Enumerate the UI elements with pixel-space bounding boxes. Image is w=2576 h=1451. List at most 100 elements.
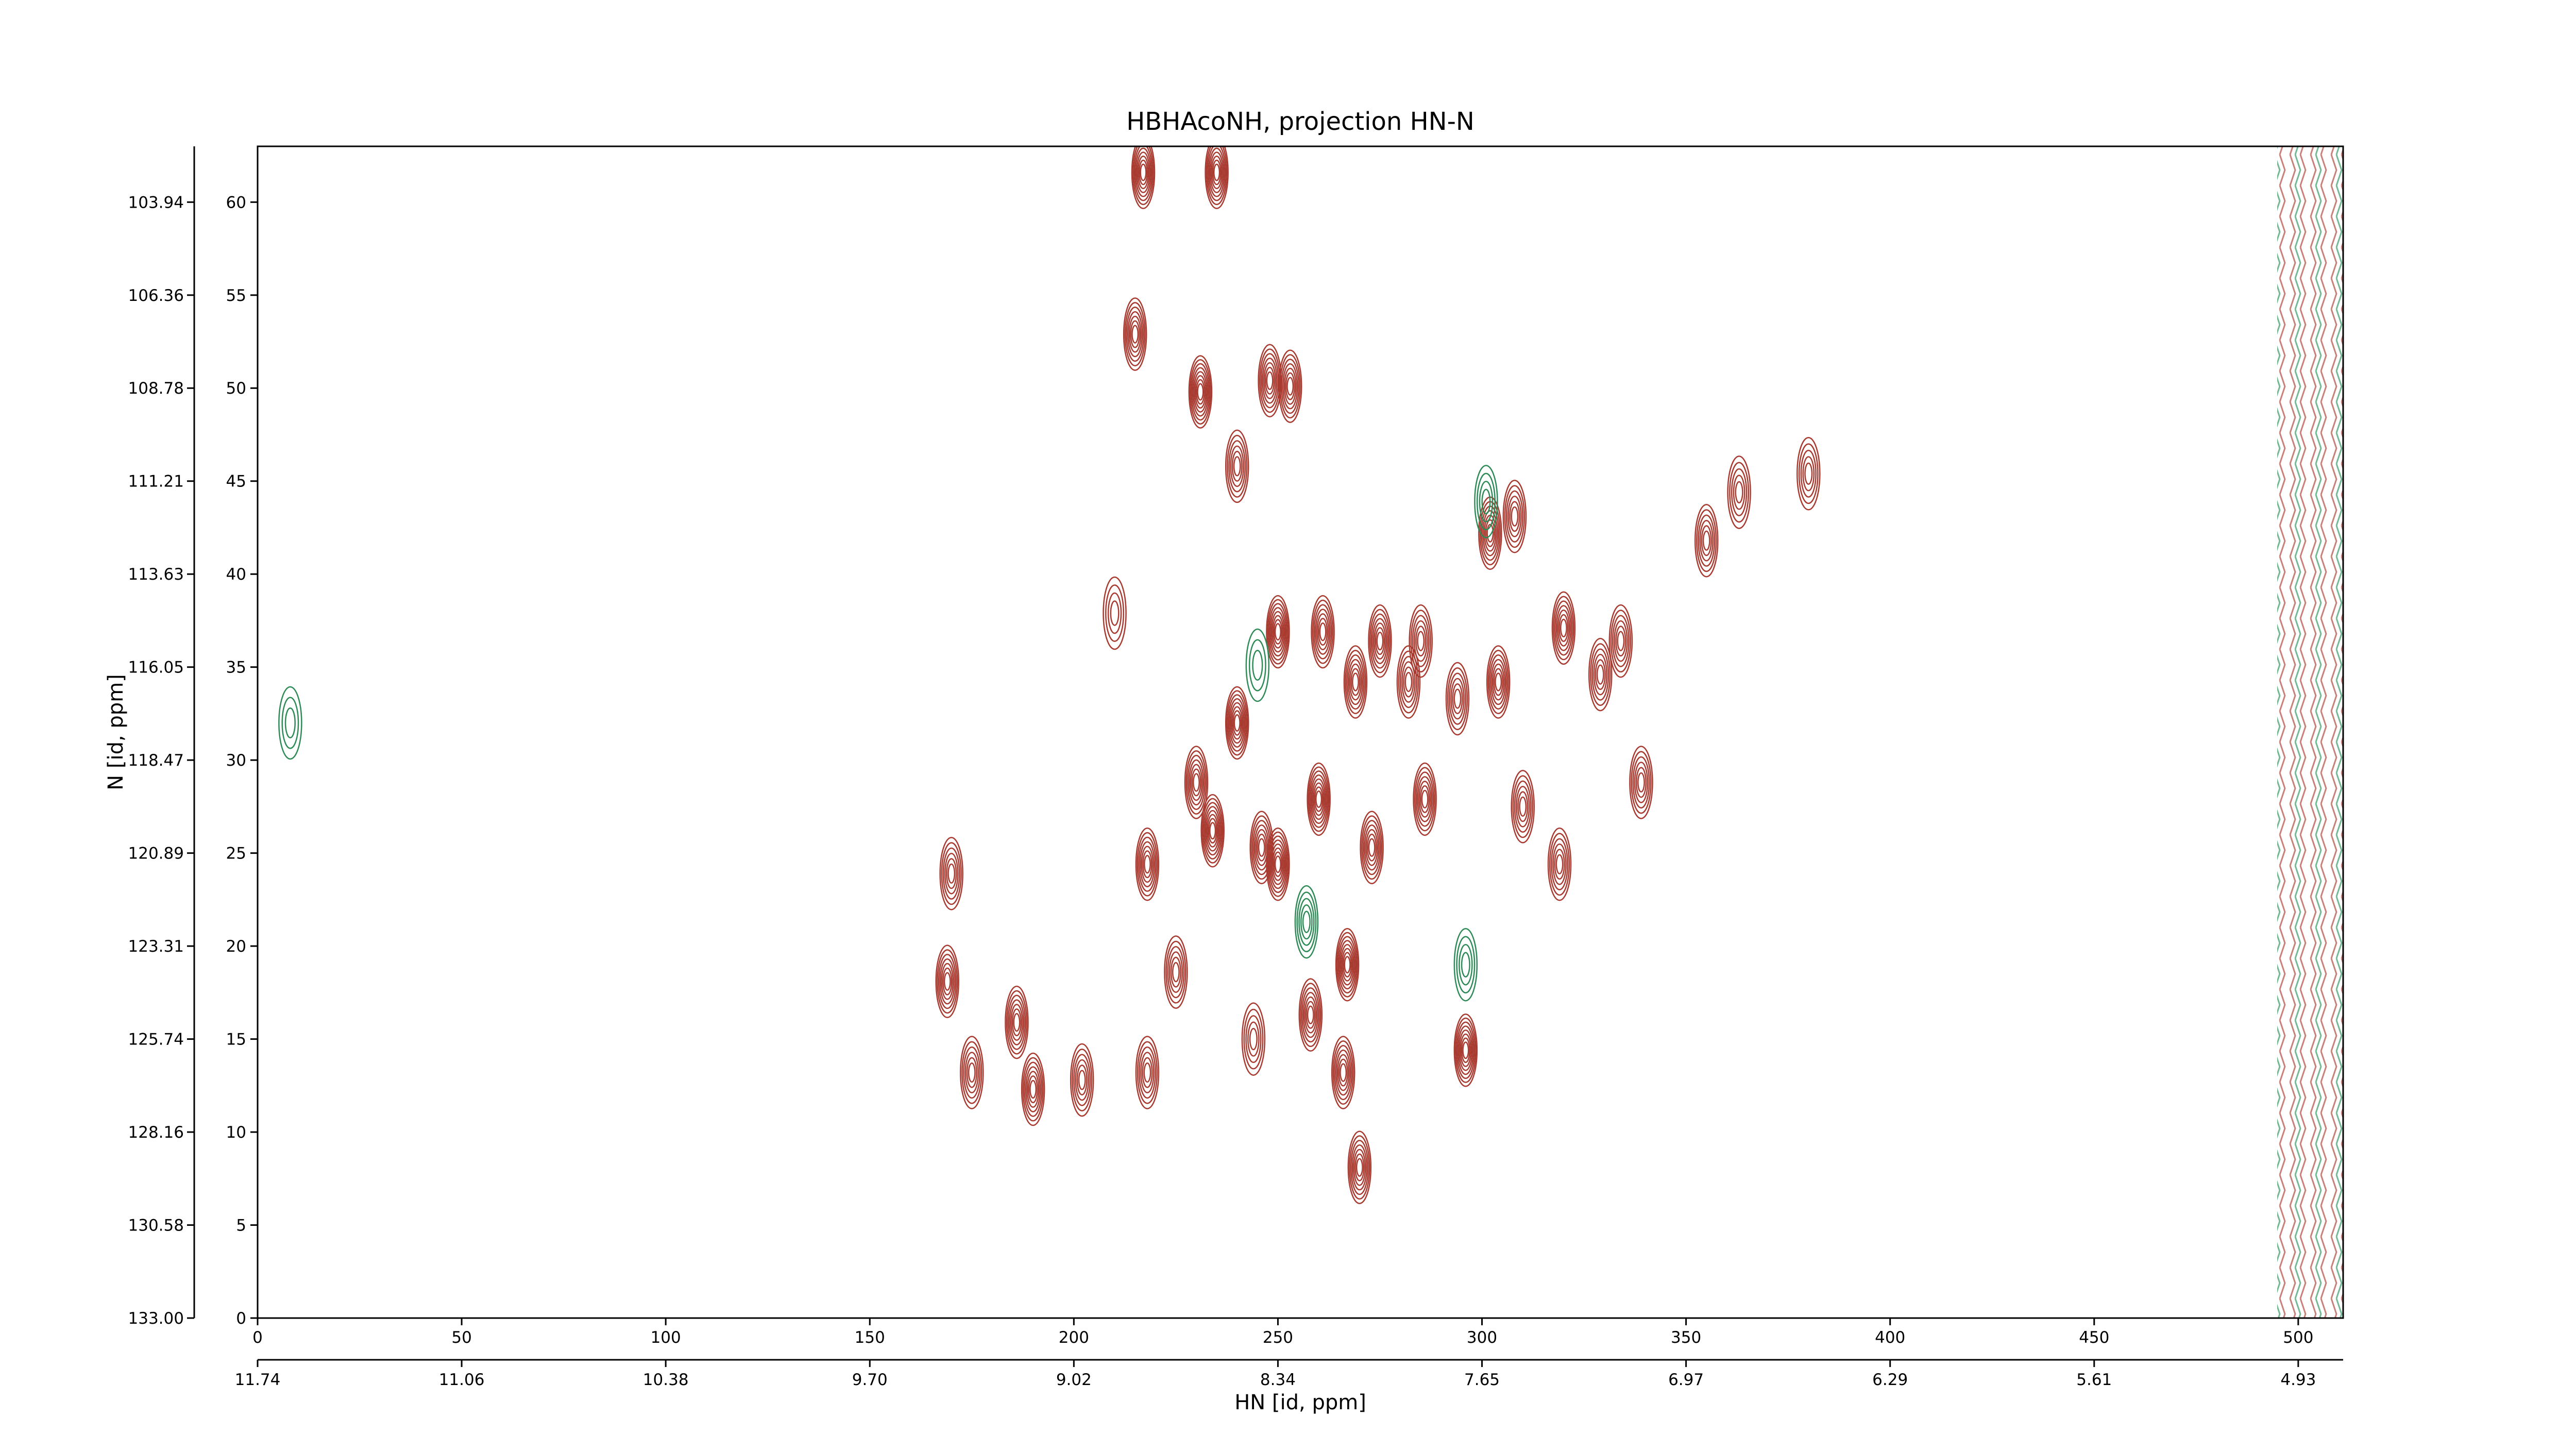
contour-level (1279, 354, 1301, 419)
x-tick-label: 250 (1263, 1328, 1293, 1347)
contour-level (1230, 445, 1244, 487)
contour-level (1233, 714, 1241, 732)
contour-level (1401, 661, 1416, 703)
contour-level (1229, 698, 1246, 748)
contour-level (1547, 828, 1572, 901)
contour-level (1635, 767, 1647, 798)
contour-level (1549, 833, 1570, 896)
contour-level (1268, 835, 1287, 893)
y-tick-label: 30 (226, 751, 246, 770)
contour-level (1418, 781, 1432, 818)
contour-level (1612, 615, 1630, 667)
contour-level (1417, 631, 1425, 651)
contour-level (1021, 1052, 1045, 1126)
contour-level (1259, 348, 1281, 413)
contour-level (1232, 710, 1242, 736)
contour-level (1456, 1021, 1476, 1079)
contour-level (1310, 774, 1327, 824)
contour-level (1190, 359, 1211, 425)
contour-level (1591, 648, 1609, 701)
y-tick-label: 35 (226, 659, 246, 677)
contour-level (1517, 791, 1529, 822)
contour-level (1400, 655, 1417, 708)
contour-level (964, 1052, 979, 1093)
contour-level (1368, 838, 1376, 857)
contour-level (939, 837, 963, 910)
y2-tick-label: 106.36 (128, 286, 184, 305)
x2-tick-label: 4.93 (2280, 1371, 2316, 1389)
contour-level (1266, 595, 1290, 669)
contour-level (1278, 349, 1302, 423)
contour-level (1138, 836, 1157, 892)
contour-level (1139, 1046, 1156, 1099)
contour-level (1368, 604, 1392, 678)
contour-level (1553, 596, 1574, 661)
x2-tick-label: 6.97 (1668, 1371, 1704, 1389)
contour-level (1203, 802, 1223, 860)
contour-level (1137, 1041, 1158, 1104)
contour-level (1727, 455, 1751, 529)
contour-level (1486, 524, 1494, 543)
contour-level (1263, 362, 1276, 399)
contour-level (1143, 1062, 1151, 1083)
contour-level (1314, 786, 1324, 812)
contour-level (1167, 946, 1185, 999)
contour-level (1274, 855, 1282, 873)
x2-tick-label: 5.61 (2076, 1371, 2112, 1389)
plot-area (278, 146, 2343, 1318)
contour-level (1133, 146, 1153, 201)
contour-level (1272, 615, 1284, 649)
contour-level (1188, 759, 1205, 806)
contour-level (1212, 159, 1222, 185)
contour-level (1205, 146, 1229, 209)
contour-level (1225, 429, 1249, 503)
y-tick-label: 50 (226, 379, 246, 398)
contour-level (1479, 481, 1494, 522)
contour-level (1013, 1013, 1021, 1032)
contour-level (1228, 440, 1246, 493)
contour-level (1011, 1008, 1022, 1037)
contour-level (1208, 147, 1225, 197)
contour-level (1731, 468, 1748, 516)
contour-level (1227, 694, 1247, 752)
x-axis-label: HN [id, ppm] (1234, 1391, 1366, 1414)
contour-level (1421, 789, 1429, 809)
contour-level (1257, 833, 1267, 862)
contour-level (1453, 688, 1462, 709)
contour-level (1487, 650, 1509, 714)
x2-tick-label: 8.34 (1260, 1371, 1296, 1389)
y2-tick-label: 113.63 (128, 565, 184, 584)
contour-level (1213, 163, 1221, 181)
contour-level (1447, 667, 1468, 730)
contour-level (1137, 156, 1149, 190)
contour-level (1345, 650, 1366, 714)
x-tick-label: 500 (2283, 1328, 2313, 1347)
contour-level (947, 863, 956, 884)
y-tick-label: 20 (226, 937, 246, 956)
contour-level (1302, 991, 1318, 1038)
contour-level (1168, 951, 1183, 993)
contour-level (1404, 671, 1413, 693)
contour-level (1415, 626, 1427, 657)
contour-level (1206, 146, 1228, 206)
contour-level (1110, 600, 1120, 626)
contour-level (1273, 851, 1283, 878)
contour-level (1225, 686, 1249, 760)
contour-level (1632, 756, 1650, 809)
contour-level (1136, 151, 1150, 193)
contour-level (1350, 1140, 1369, 1195)
contour-level (1514, 780, 1532, 833)
x-tick-label: 100 (651, 1328, 681, 1347)
contour-level (1205, 810, 1220, 852)
contour-level (1188, 355, 1213, 429)
contour-level (1337, 936, 1357, 993)
contour-level (1270, 611, 1285, 653)
contour-level (1307, 1005, 1314, 1024)
contour-level (1375, 627, 1385, 655)
contour-level (1343, 645, 1368, 719)
contour-level (1551, 591, 1576, 665)
contour-level (1131, 325, 1139, 344)
contour-level (1551, 838, 1568, 890)
contour-level (1449, 672, 1466, 725)
contour-level (1360, 811, 1384, 885)
